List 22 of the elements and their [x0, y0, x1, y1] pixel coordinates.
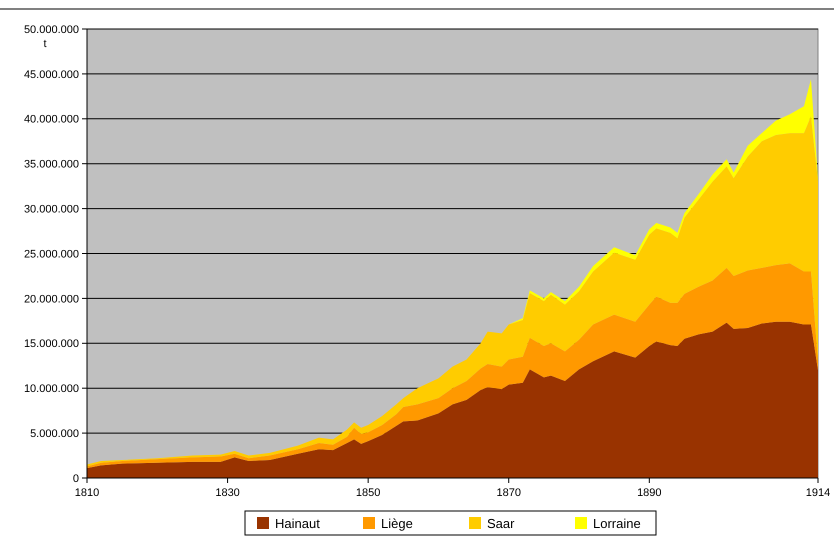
- y-tick-label: 30.000.000: [24, 203, 79, 216]
- x-tick-label: 1870: [496, 487, 521, 499]
- legend-label: Saar: [487, 516, 516, 531]
- legend-label: Hainaut: [275, 516, 320, 531]
- y-tick-label: 15.000.000: [24, 338, 79, 350]
- y-tick-label: 0: [72, 472, 79, 485]
- y-tick-label: 45.000.000: [24, 68, 79, 81]
- y-tick-label: 20.000.000: [24, 293, 79, 306]
- y-tick-label: 35.000.000: [24, 158, 79, 171]
- legend-label: Liège: [381, 516, 413, 531]
- y-tick-label: 25.000.000: [24, 248, 79, 260]
- y-tick-label: 40.000.000: [24, 114, 79, 126]
- x-tick-label: 1850: [356, 487, 380, 499]
- y-tick-label: 10.000.000: [24, 383, 79, 396]
- x-tick-label: 1830: [215, 487, 240, 499]
- x-tick-label: 1914: [806, 487, 830, 499]
- legend-label: Lorraine: [593, 516, 641, 531]
- y-tick-label: 5.000.000: [30, 428, 79, 440]
- y-tick-label: 50.000.000: [24, 24, 79, 36]
- x-tick-label: 1890: [637, 487, 662, 499]
- y-axis-title: t: [43, 38, 47, 50]
- x-tick-label: 1810: [74, 487, 100, 499]
